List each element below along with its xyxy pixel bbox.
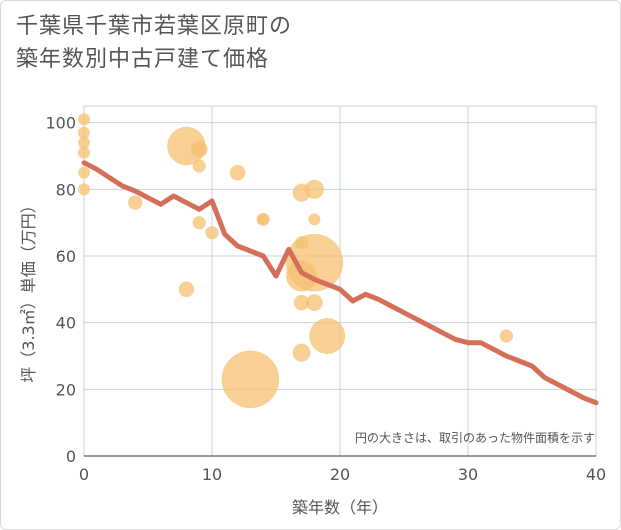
bubble [285,233,344,292]
bubble [178,281,195,298]
bubble [308,213,321,226]
bubble [257,213,269,225]
bubble [205,226,219,240]
bubble [293,294,310,311]
bubble [78,183,90,196]
y-tick-label: 0 [66,447,76,466]
y-tick-label: 80 [56,180,76,199]
bubble [306,294,323,312]
bubble [190,140,208,158]
bubble [78,146,90,159]
bubble [128,195,143,210]
bubble [78,166,90,179]
bubble [78,126,90,139]
x-tick-label: 30 [458,465,478,484]
grid [83,105,597,457]
y-tick-label: 40 [56,314,76,333]
bubble [229,164,246,181]
chart-title-line-1: 千葉県千葉市若葉区原町の [16,14,293,39]
bubble-size-note: 円の大きさは、取引のあった物件面積を示す [355,430,595,445]
bubble [499,329,513,343]
y-tick-label: 60 [56,247,76,266]
x-tick-label: 40 [586,465,606,484]
chart-title: 千葉県千葉市若葉区原町の 築年数別中古戸建て価格 [16,10,292,76]
bubble [192,216,206,230]
bubble [78,113,90,126]
x-tick-label: 0 [79,465,89,484]
chart-title-line-2: 築年数別中古戸建て価格 [16,47,270,72]
x-axis-label: 築年数（年） [292,498,388,517]
bubble [78,136,90,149]
x-tick-label: 10 [202,465,222,484]
bubble [309,318,346,354]
y-tick-label: 20 [56,380,76,399]
bubble [292,343,311,362]
trend-line-group [81,160,599,406]
bubble [192,159,206,173]
x-tick-label: 20 [330,465,350,484]
bubbles [78,113,513,409]
y-axis-label: 坪（3.3㎡）単価（万円） [19,197,38,382]
bubble [304,179,324,199]
ticks: 0 10 20 30 40 0 20 40 60 80 100 [45,114,606,484]
y-tick-label: 100 [45,114,76,133]
trend-line [81,160,599,406]
bubble [221,350,280,409]
